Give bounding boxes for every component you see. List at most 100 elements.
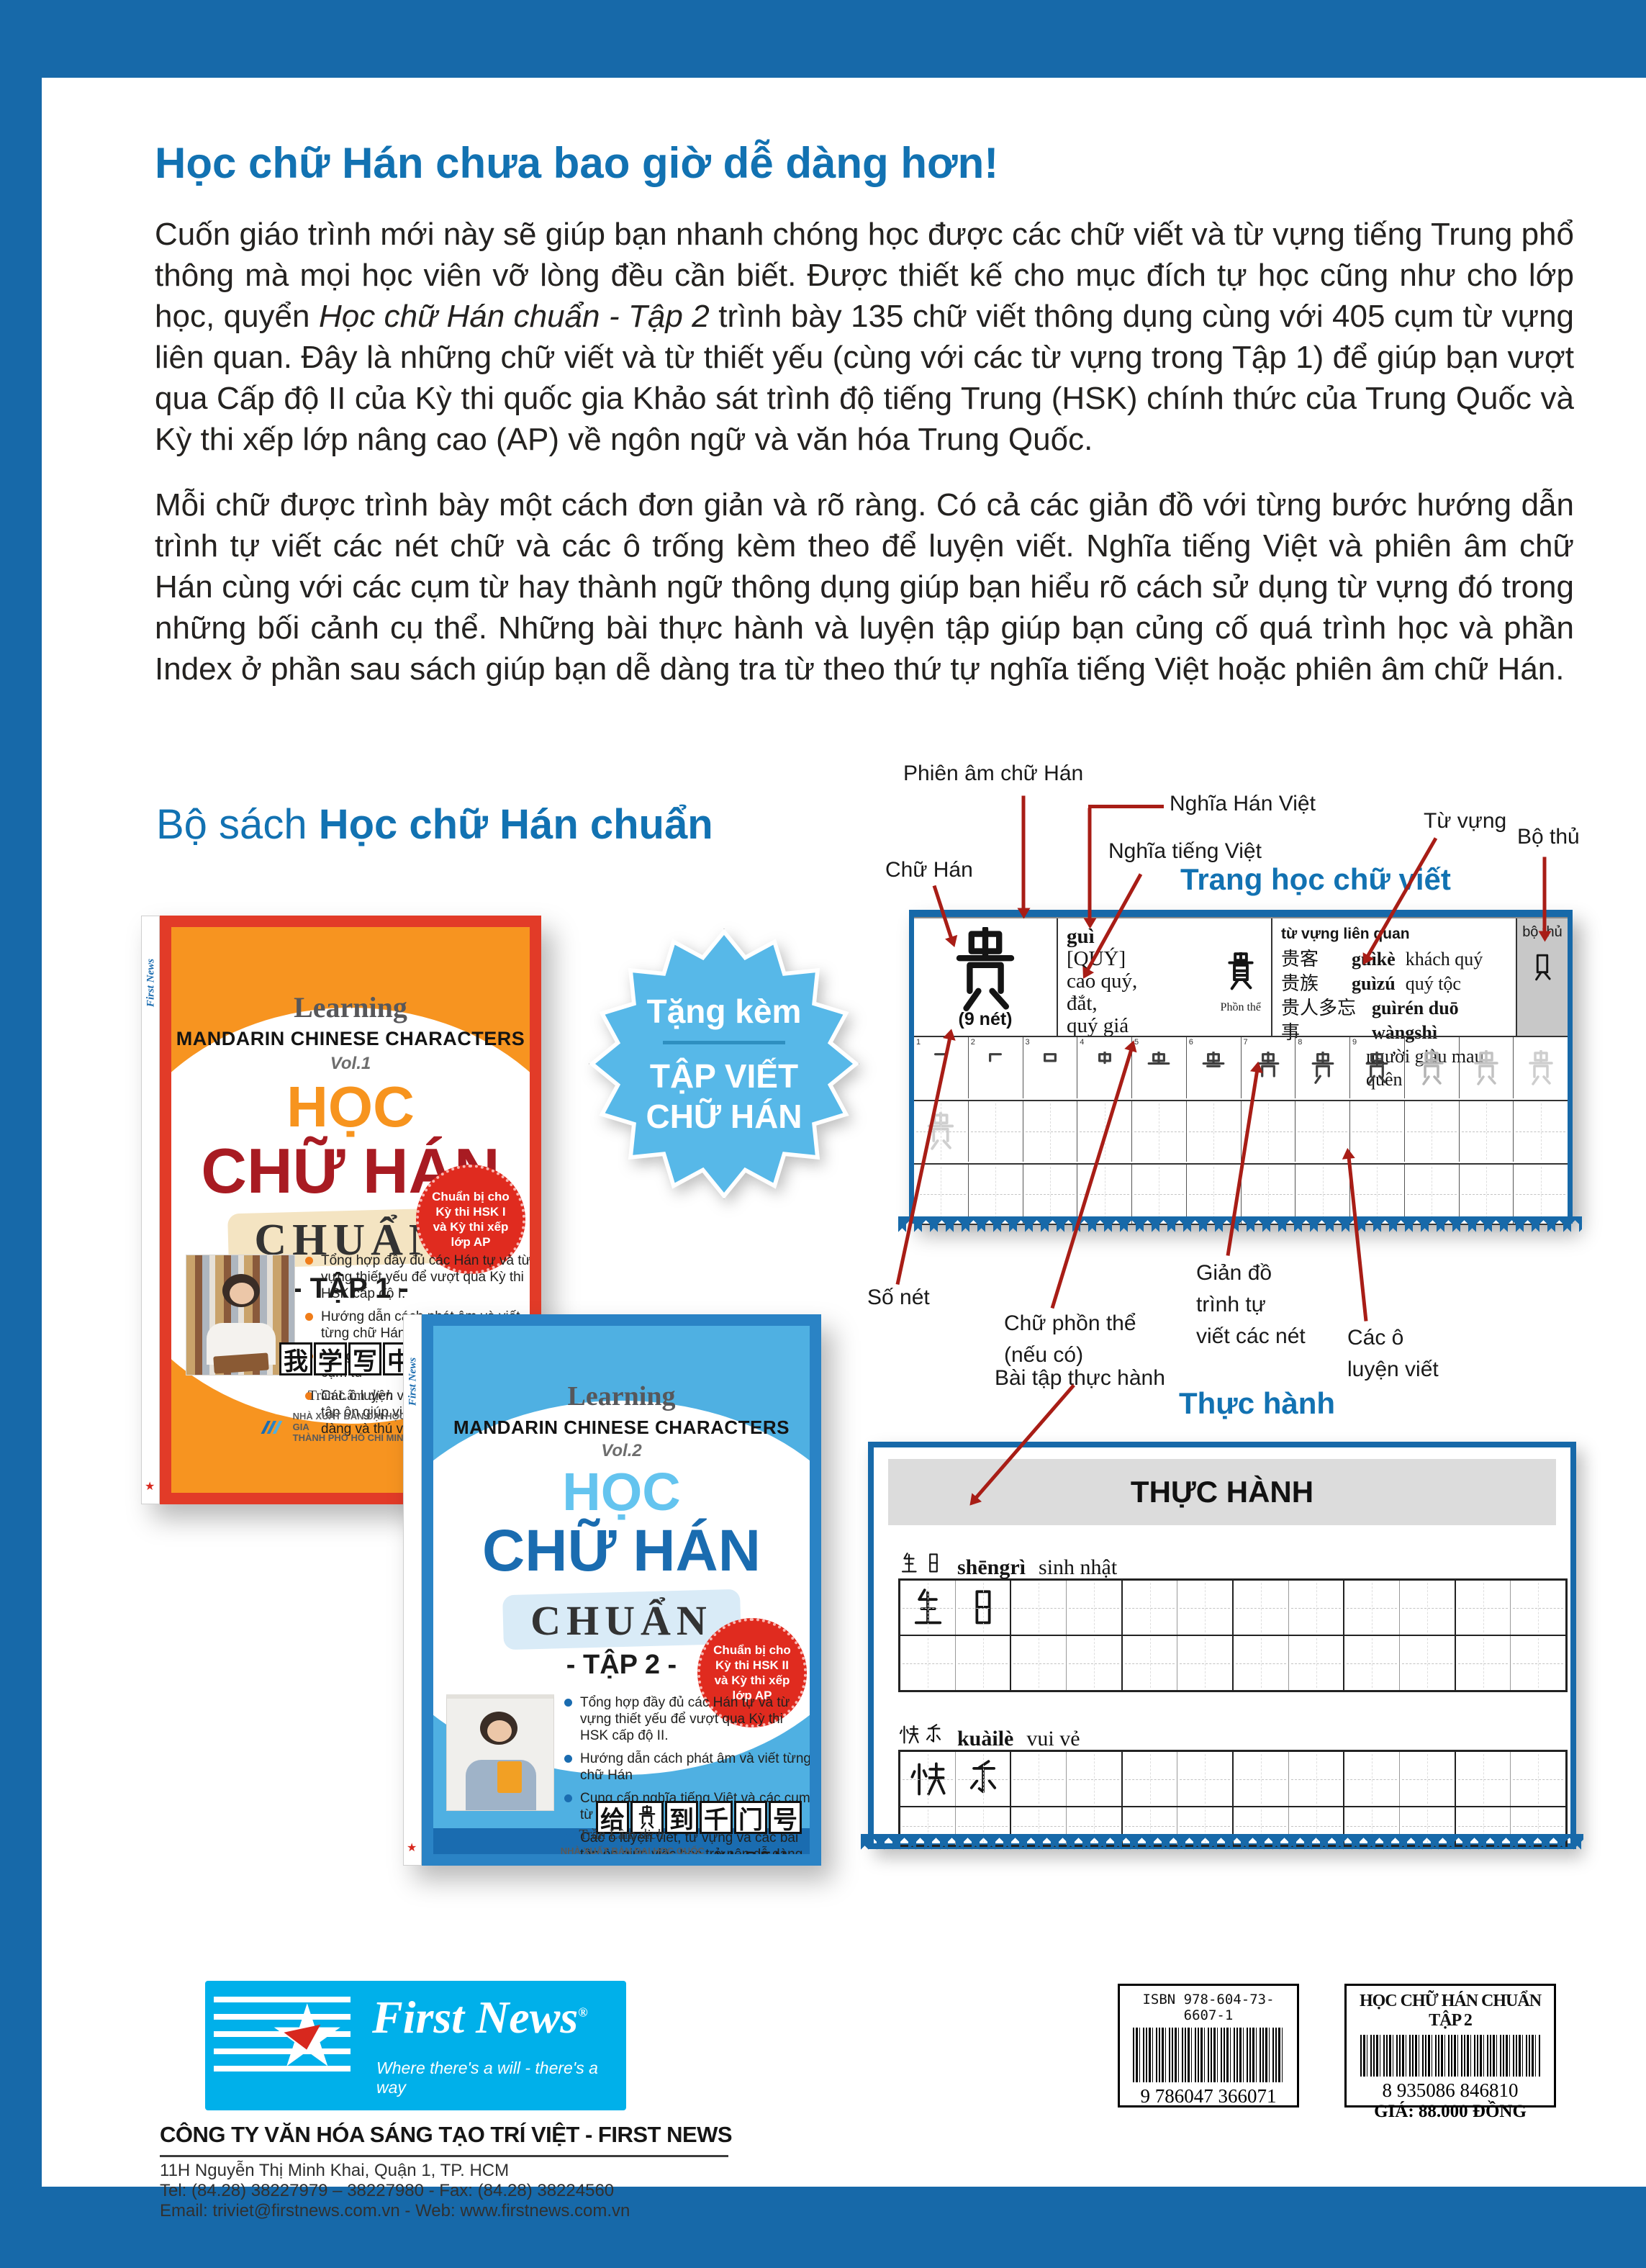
- practice-cell: [956, 1752, 1012, 1806]
- traditional-label: Phồn thể: [1220, 1001, 1261, 1013]
- practice-cell: [1400, 1636, 1456, 1690]
- practice-cell: [1067, 1581, 1123, 1635]
- practice-word-label: shēngrì sinh nhật: [898, 1553, 1117, 1580]
- photo-open-book: [213, 1352, 269, 1374]
- headline: Học chữ Hán chưa bao giờ dễ dàng hơn!: [155, 139, 999, 187]
- practice-cell: [1177, 1807, 1234, 1845]
- practice-box: THỰC HÀNH shēngrì sinh nhật kuàilè vui vẻ: [868, 1442, 1576, 1849]
- book1-title-hoc: HỌC: [286, 1075, 415, 1139]
- book2-series: MANDARIN CHINESE CHARACTERS: [453, 1417, 790, 1438]
- grid-cell: [1187, 1165, 1242, 1224]
- practice-cell: [1234, 1752, 1289, 1806]
- practice-cell: [1123, 1752, 1178, 1806]
- practice-cell: [900, 1752, 956, 1806]
- practice-cell: [1123, 1581, 1178, 1635]
- book2-hanzi-strip: 给 到千门号: [596, 1801, 802, 1834]
- photo-figure-face: [230, 1283, 254, 1304]
- grid-cell: [1405, 1101, 1460, 1162]
- practice-cell: [956, 1636, 1012, 1690]
- para1-title-em: Học chữ Hán chuẩn - Tập 2: [318, 299, 710, 334]
- stroke-number: 3: [1025, 1038, 1030, 1047]
- stroke-number: 1: [916, 1038, 921, 1047]
- grid-cell: [1460, 1101, 1514, 1162]
- book1-tap: - TẬP 1 -: [292, 1273, 409, 1304]
- practice-grid-row: [900, 1636, 1565, 1690]
- book1-exam-badge: Chuẩn bị cho Kỳ thi HSK I và Kỳ thi xếp …: [416, 1165, 525, 1274]
- practice-cell: [1234, 1581, 1289, 1635]
- intro-paragraph-1: Cuốn giáo trình mới này sẽ giúp bạn nhan…: [155, 214, 1574, 460]
- series-title: Học chữ Hán chuẩn: [318, 801, 713, 848]
- label-stroke-order-3: viết các nét: [1196, 1324, 1306, 1348]
- book2-spine-star-icon: ★: [407, 1842, 417, 1854]
- practice-cell: [1177, 1581, 1234, 1635]
- grid-cell: [1023, 1101, 1078, 1162]
- grid-cell: [914, 1101, 969, 1162]
- practice-row-1: [914, 1100, 1568, 1162]
- practice-section-title: Thực hành: [1179, 1386, 1336, 1420]
- stroke-cell: [1405, 1037, 1460, 1098]
- gift-badge-mid: TẬP VIẾT: [649, 1057, 799, 1095]
- label-sino-viet: Nghĩa Hán Việt: [1170, 792, 1316, 816]
- ean-digits: 8 935086 846810: [1382, 2079, 1519, 2101]
- book1-vol: Vol.1: [330, 1054, 371, 1073]
- grid-cell: [1077, 1165, 1132, 1224]
- vocab-pinyin: guìzú: [1352, 973, 1396, 994]
- practice-word-viet: vui vẻ: [1026, 1727, 1080, 1750]
- arrow-radical: [1542, 857, 1547, 938]
- practice-grid-row: [900, 1807, 1565, 1845]
- book1-spine-star-icon: ★: [145, 1481, 155, 1493]
- stroke-cell: 8: [1295, 1037, 1350, 1098]
- book2-learning: Learning: [567, 1381, 676, 1411]
- practice-cell: [900, 1807, 956, 1845]
- practice-grid: [898, 1578, 1568, 1692]
- translator-name: Trần Lâm: [579, 1827, 636, 1843]
- book2-spine: First News ★: [403, 1314, 422, 1866]
- stroke-cell: 2: [969, 1037, 1023, 1098]
- cover-hanzi-box: 学: [314, 1342, 347, 1375]
- practice-cell: [1344, 1581, 1401, 1635]
- grid-cell: [1132, 1101, 1187, 1162]
- logo-brand-text: First News: [372, 1992, 579, 2043]
- practice-grid: [898, 1750, 1568, 1847]
- logo-registered-mark: ®: [578, 2005, 588, 2020]
- grid-cell: [914, 1165, 969, 1224]
- stroke-number: 7: [1243, 1038, 1248, 1047]
- grid-cell: [1295, 1101, 1350, 1162]
- practice-cell: [900, 1581, 956, 1635]
- practice-cell: [1011, 1752, 1067, 1806]
- book2-title-chuan: CHUẨN: [530, 1597, 713, 1644]
- stroke-number: 6: [1188, 1038, 1193, 1047]
- practice-cell: [1344, 1636, 1401, 1690]
- cover-bullet: Các ô luyện viết, từ vựng và các bài tập…: [564, 1830, 810, 1854]
- arrow-sino-viet-elbow: [1088, 805, 1164, 808]
- stroke-cell: [1460, 1037, 1514, 1098]
- label-practice-cells-1: Các ô: [1347, 1326, 1404, 1350]
- main-character: [923, 926, 1048, 1017]
- book-cover-vol2: First News ★ Learning MANDARIN CHINESE C…: [403, 1314, 821, 1866]
- book1-series: MANDARIN CHINESE CHARACTERS: [176, 1028, 525, 1049]
- starburst-body: Tặng kèm TẬP VIẾT CHỮ HÁN: [595, 935, 853, 1193]
- intro-paragraph-2: Mỗi chữ được trình bày một cách đơn giản…: [155, 487, 1574, 687]
- book2-translator: Trần Lâm dịch: [433, 1827, 810, 1843]
- practice-cell: [1456, 1581, 1511, 1635]
- translator-role: dịch: [368, 1388, 394, 1404]
- stroke-cell: [1514, 1037, 1568, 1098]
- cover-hanzi-box: 门: [734, 1801, 767, 1834]
- logo-tagline: Where there's a will - there's a way: [376, 2059, 598, 2097]
- sample-learning-page: (9 nét) guì [QUÝ] cao quý, đắt, quý giá Ph…: [909, 910, 1573, 1225]
- practice-cell: [1067, 1807, 1123, 1845]
- stroke-number: 2: [970, 1038, 975, 1047]
- practice-cell: [1067, 1752, 1123, 1806]
- frame-left: [0, 78, 42, 2187]
- barcode-bars: [1360, 2035, 1540, 2077]
- practice-grid-row: [900, 1581, 1565, 1636]
- cover-hanzi-box: 写: [348, 1342, 381, 1375]
- translator-role: dịch: [639, 1827, 664, 1843]
- practice-cell: [1289, 1636, 1345, 1690]
- book2-tap: - TẬP 2 -: [566, 1650, 677, 1680]
- company-email-web: Email: triviet@firstnews.com.vn - Web: w…: [160, 2201, 630, 2220]
- book2-face: Learning MANDARIN CHINESE CHARACTERS Vol…: [433, 1326, 810, 1854]
- practice-cell: [1511, 1636, 1565, 1690]
